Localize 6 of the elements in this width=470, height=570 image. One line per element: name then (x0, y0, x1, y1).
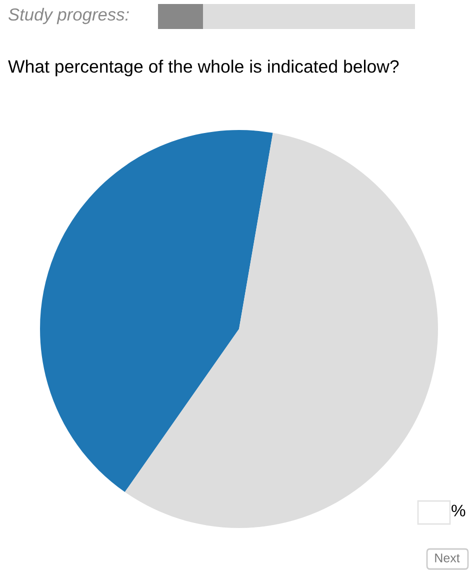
text: Study progress: (8, 8, 129, 24)
text: Next (435, 554, 460, 562)
pie-slice (40, 130, 273, 492)
pie-slice (124, 132, 438, 528)
chart-title: What percentage of the whole is indicated below? (8, 60, 399, 76)
text: % (452, 504, 466, 516)
